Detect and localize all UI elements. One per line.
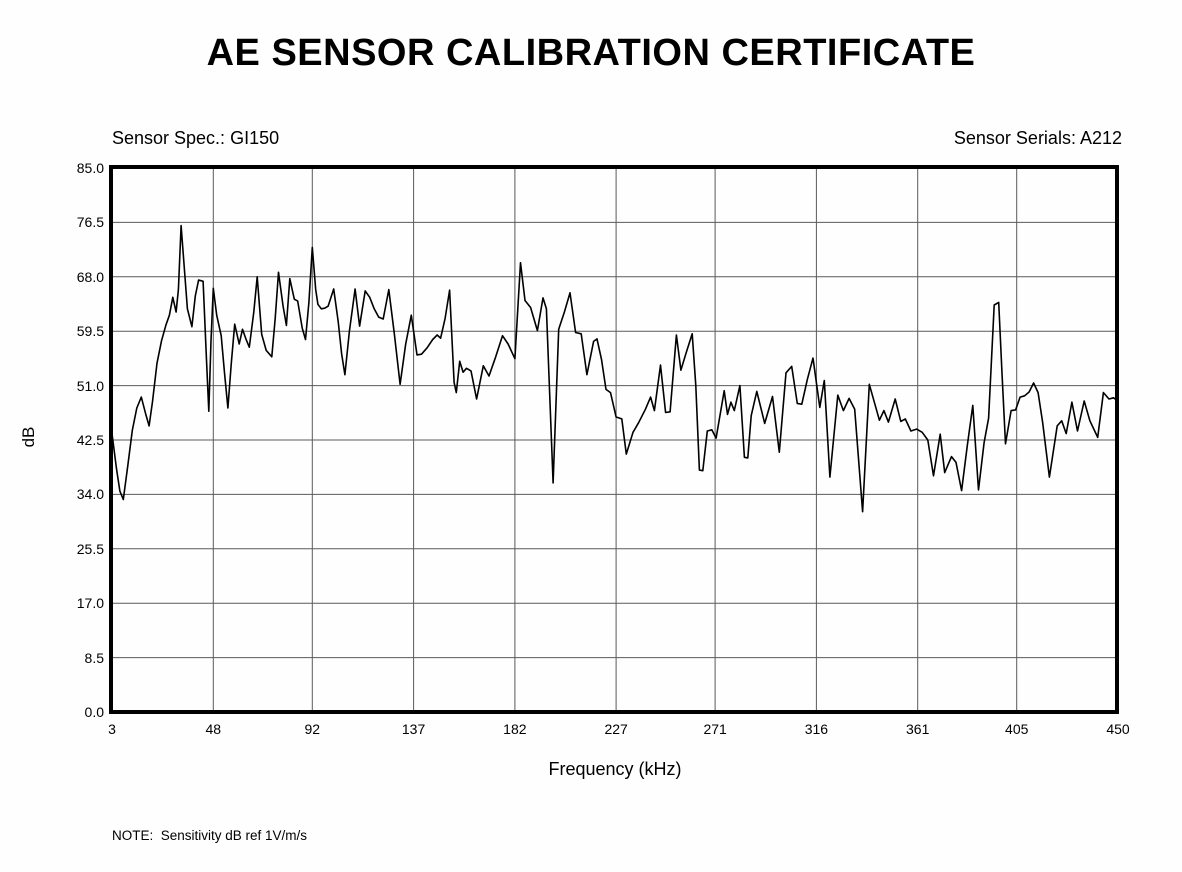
y-tick-label: 51.0 (76, 377, 104, 394)
y-axis-title: dB (19, 426, 38, 448)
x-tick-label: 316 (804, 721, 829, 737)
sensitivity-curve (111, 224, 1119, 513)
x-tick-label: 405 (1005, 721, 1029, 737)
page-title: AE SENSOR CALIBRATION CERTIFICATE (206, 32, 976, 74)
x-tick-label: 450 (1106, 721, 1130, 737)
y-tick-label: 34.0 (76, 486, 104, 503)
y-tick-label: 85.0 (76, 160, 104, 176)
x-tick-label: 361 (906, 721, 930, 737)
y-tick-label: 68.0 (76, 268, 104, 285)
x-tick-label: 137 (401, 721, 426, 737)
x-tick-label: 92 (304, 721, 321, 737)
plot-border (109, 165, 1119, 714)
x-tick-label: 182 (503, 721, 527, 737)
x-tick-label: 227 (604, 721, 628, 737)
y-tick-label: 0.0 (84, 704, 104, 720)
grid-lines (112, 168, 1118, 712)
x-tick-label: 48 (205, 721, 222, 737)
y-tick-label: 42.5 (76, 432, 104, 448)
note-text: NOTE: Sensitivity dB ref 1V/m/s (112, 828, 308, 843)
y-tick-label: 59.5 (76, 323, 104, 340)
x-tick-label: 3 (108, 721, 116, 737)
y-tick-label: 25.5 (76, 540, 104, 557)
y-tick-label: 76.5 (76, 214, 104, 231)
sensor-spec-label: Sensor Spec.: GI150 (112, 128, 280, 148)
x-tick-label: 271 (703, 721, 727, 737)
x-axis-title: Frequency (kHz) (548, 759, 682, 779)
sensor-serials-label: Sensor Serials: A212 (953, 128, 1122, 148)
y-tick-label: 17.0 (76, 595, 104, 612)
y-tick-label: 8.5 (84, 649, 104, 666)
